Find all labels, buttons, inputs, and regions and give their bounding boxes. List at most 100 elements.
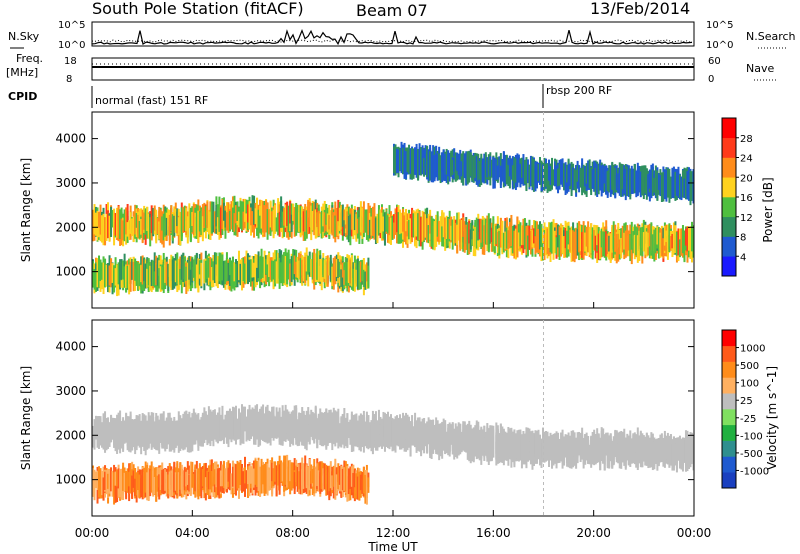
heatmap-cell [180, 207, 183, 237]
heatmap-cell [230, 201, 233, 230]
heatmap-cell [239, 200, 242, 229]
heatmap-cell [450, 424, 453, 445]
heatmap-cell [546, 163, 549, 181]
heatmap-cell [430, 216, 433, 247]
heatmap-cell [113, 270, 116, 292]
heatmap-cell [233, 422, 236, 437]
heatmap-cell [343, 220, 346, 237]
heatmap-cell [350, 429, 353, 446]
heatmap-cell [557, 168, 560, 187]
colorbar-segment [722, 197, 736, 218]
heatmap-cell [362, 201, 365, 233]
heatmap-cell [128, 220, 131, 241]
heatmap-cell [179, 211, 182, 233]
heatmap-cell [195, 204, 198, 234]
heatmap-cell [185, 471, 188, 487]
heatmap-cell [200, 262, 203, 287]
heatmap-cell [122, 465, 125, 491]
heatmap-cell [566, 230, 569, 257]
heatmap-cell [635, 170, 638, 198]
heatmap-cell [159, 417, 162, 443]
heatmap-cell [427, 150, 430, 170]
heatmap-cell [468, 432, 471, 462]
heatmap-cell [393, 214, 396, 229]
heatmap-cell [590, 223, 593, 254]
heatmap-cell [502, 232, 505, 253]
heatmap-cell [244, 467, 247, 484]
heatmap-cell [150, 205, 153, 234]
heatmap-cell [343, 270, 346, 285]
heatmap-cell [563, 169, 566, 186]
heatmap-cell [347, 255, 350, 284]
heatmap-cell [388, 416, 391, 436]
heatmap-cell [253, 415, 256, 445]
heatmap-cell [408, 219, 411, 240]
heatmap-cell [126, 222, 129, 237]
heatmap-cell [320, 210, 323, 239]
heatmap-cell [514, 158, 517, 183]
heatmap-cell [323, 418, 326, 434]
heatmap-cell [551, 157, 554, 190]
heatmap-cell [471, 432, 474, 462]
heatmap-cell [147, 258, 150, 286]
heatmap-cell [120, 259, 123, 280]
heatmap-cell [405, 220, 408, 245]
heatmap-cell [656, 170, 659, 201]
heatmap-cell [137, 420, 140, 440]
heatmap-cell [421, 210, 424, 242]
heatmap-cell [633, 235, 636, 257]
heatmap-cell [526, 437, 529, 462]
heatmap-cell [535, 164, 538, 184]
heatmap-cell [609, 165, 612, 197]
heatmap-cell [414, 218, 417, 247]
heatmap-cell [405, 424, 408, 440]
heatmap-cell [481, 437, 484, 452]
heatmap-cell [296, 204, 299, 233]
heatmap-cell [388, 432, 391, 448]
heatmap-cell [600, 430, 603, 458]
heatmap-cell [135, 213, 138, 228]
heatmap-cell [552, 229, 555, 260]
heatmap-cell [114, 268, 117, 286]
heatmap-cell [402, 431, 405, 447]
heatmap-cell [350, 254, 353, 287]
heatmap-cell [162, 213, 165, 241]
heatmap-cell [283, 410, 286, 434]
heatmap-cell [478, 435, 481, 460]
heatmap-cell [507, 230, 510, 249]
heatmap-cell [510, 158, 513, 180]
heatmap-cell [529, 230, 532, 253]
heatmap-cell [305, 255, 308, 272]
heatmap-cell [569, 163, 572, 186]
heatmap-cell [134, 204, 137, 235]
heatmap-cell [405, 151, 408, 180]
heatmap-cell [120, 471, 123, 495]
heatmap-cell [335, 259, 338, 277]
heatmap-cell [596, 225, 599, 246]
heatmap-cell [541, 435, 544, 458]
heatmap-cell [93, 469, 96, 501]
heatmap-cell [593, 230, 596, 250]
heatmap-cell [206, 208, 209, 224]
heatmap-cell [278, 407, 281, 432]
heatmap-cell [647, 233, 650, 248]
heatmap-cell [483, 225, 486, 255]
heatmap-cell [128, 264, 131, 295]
heatmap-cell [107, 431, 110, 449]
heatmap-cell [624, 230, 627, 258]
heatmap-cell [430, 427, 433, 459]
heatmap-cell [233, 262, 236, 282]
heatmap-cell [531, 230, 534, 248]
heatmap-cell [456, 224, 459, 245]
heatmap-cell [153, 252, 156, 285]
heatmap-cell [332, 257, 335, 290]
heatmap-cell [296, 258, 299, 277]
heatmap-cell [636, 442, 639, 468]
heatmap-cell [499, 165, 502, 184]
heatmap-cell [176, 252, 179, 285]
colorbar-tick-label: 24 [740, 154, 753, 165]
heatmap-cell [505, 154, 508, 183]
heatmap-cell [569, 229, 572, 252]
heatmap-cell [659, 232, 662, 258]
heatmap-cell [453, 157, 456, 173]
